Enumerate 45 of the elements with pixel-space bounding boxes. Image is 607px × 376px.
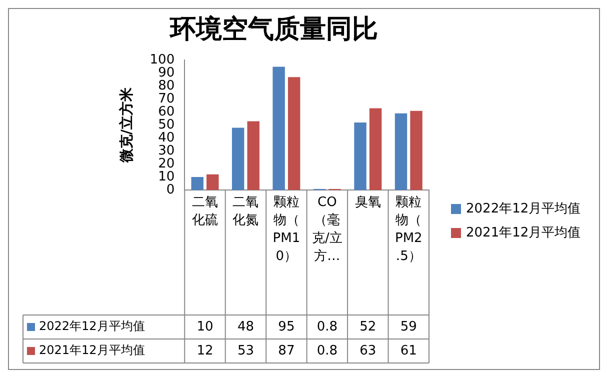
y-tick-label: 20 <box>158 156 175 172</box>
data-label: 95 <box>278 319 295 334</box>
data-label: 0.8 <box>316 319 338 334</box>
data-label: 10 <box>196 319 214 334</box>
bar <box>232 128 244 190</box>
y-tick-label: 50 <box>158 117 175 132</box>
bar <box>369 108 382 190</box>
bar <box>206 174 219 190</box>
y-tick-label: 60 <box>158 104 175 120</box>
y-tick-label: 70 <box>158 92 175 107</box>
data-label: 63 <box>360 343 376 358</box>
y-tick-label: 80 <box>158 78 175 94</box>
text: 2022年12月平均值 <box>39 319 145 334</box>
x-tick-label: 二氧化氮 <box>232 194 259 228</box>
x-tick-label: 颗粒物（PM2.5） <box>394 194 422 264</box>
bar <box>410 110 422 190</box>
bar <box>272 66 285 190</box>
x-tick-label: 臭氧 <box>354 194 381 210</box>
legend-label: 2022年12月平均值 <box>466 201 581 216</box>
bar <box>394 113 408 190</box>
bar <box>191 177 204 190</box>
data-label: 48 <box>237 319 254 334</box>
data-label: 52 <box>360 319 376 334</box>
bar <box>247 121 260 190</box>
data-label: 87 <box>278 343 295 358</box>
bar <box>354 122 366 190</box>
data-label: 59 <box>400 319 417 334</box>
chart-title: 环境空气质量同比 <box>169 14 378 44</box>
legend-label: 2021年12月平均值 <box>466 225 581 240</box>
x-tick-label: 二氧化硫 <box>192 194 218 228</box>
data-label: 53 <box>237 343 254 358</box>
y-axis-title: 微克/立方米 <box>118 86 136 164</box>
y-tick-label: 100 <box>150 52 175 68</box>
y-tick-label: 90 <box>158 66 175 81</box>
y-tick-label: 10 <box>158 169 175 184</box>
y-tick-label: 40 <box>158 130 175 146</box>
x-tick-label: 颗粒物（PM10） <box>272 194 300 264</box>
data-label: 12 <box>196 343 214 358</box>
y-tick-label: 0 <box>166 182 175 198</box>
y-tick-label: 30 <box>158 143 175 158</box>
data-label: 61 <box>400 343 417 358</box>
text: 2021年12月平均值 <box>39 343 145 358</box>
data-label: 0.8 <box>316 343 338 358</box>
bar <box>288 77 300 190</box>
x-tick-label: CO（毫克/立方… <box>312 194 342 264</box>
